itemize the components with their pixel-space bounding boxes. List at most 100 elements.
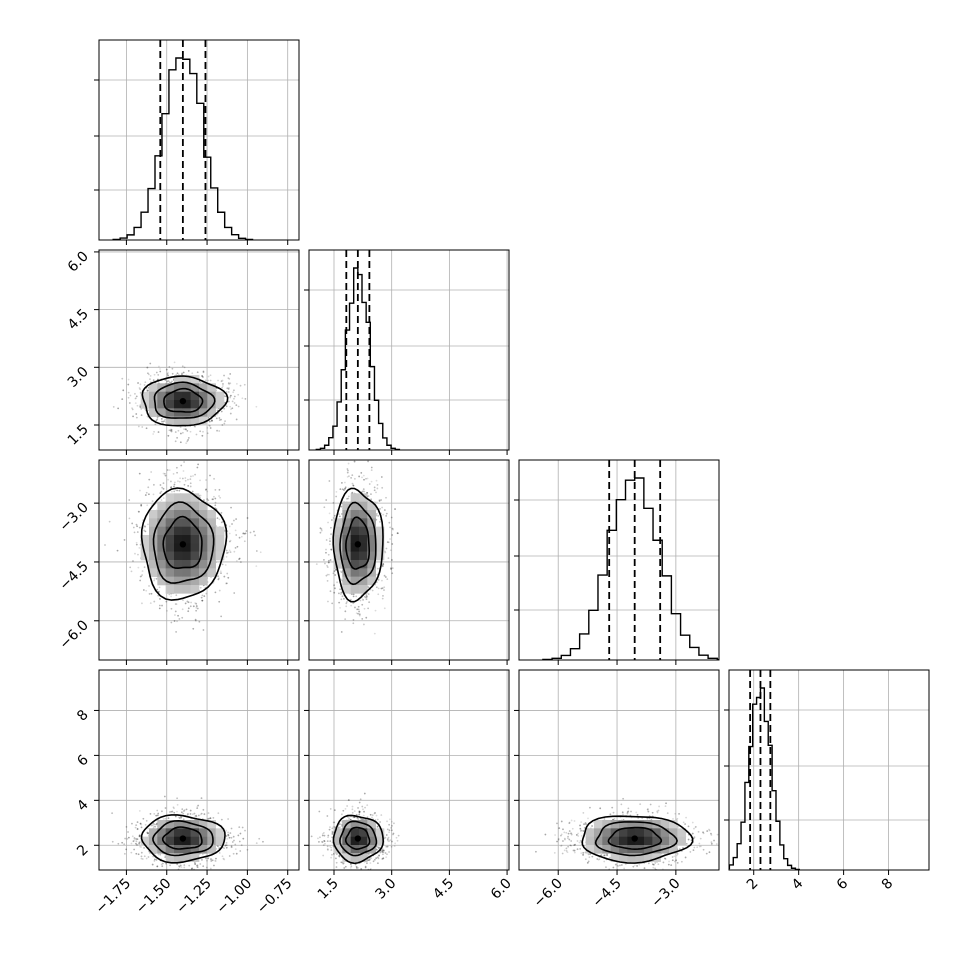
sample-point — [363, 623, 365, 626]
sample-point — [176, 797, 179, 800]
sample-point — [224, 420, 226, 423]
sample-point — [218, 852, 221, 854]
sample-point — [377, 846, 380, 849]
sample-point — [568, 822, 571, 825]
sample-point — [218, 488, 221, 491]
sample-point — [228, 540, 231, 543]
sample-point — [220, 418, 222, 421]
sample-point — [201, 853, 204, 856]
sample-point — [377, 593, 380, 596]
sample-point — [327, 836, 329, 839]
density-cell — [190, 391, 200, 401]
sample-point — [355, 867, 358, 869]
sample-point — [378, 846, 381, 849]
density-cell — [149, 526, 158, 536]
sample-point — [589, 853, 592, 856]
sample-point — [377, 846, 380, 849]
density-cell — [190, 853, 200, 862]
sample-point — [229, 539, 232, 542]
sample-point — [138, 547, 141, 549]
sample-point — [342, 862, 345, 864]
sample-point — [389, 549, 392, 552]
sample-point — [326, 848, 329, 851]
sample-point — [343, 481, 346, 484]
sample-point — [138, 835, 141, 838]
sample-point — [333, 821, 336, 824]
sample-point — [160, 863, 163, 866]
sample-point — [149, 374, 152, 377]
sample-point — [181, 431, 184, 434]
sample-point — [162, 872, 164, 874]
sample-point — [605, 866, 607, 869]
sample-point — [134, 842, 137, 845]
sample-point — [340, 631, 343, 633]
sample-point — [203, 595, 206, 598]
sample-point — [127, 391, 130, 394]
sample-point — [673, 860, 676, 863]
sample-point — [580, 852, 583, 855]
density-cell — [190, 375, 200, 384]
sample-point — [214, 860, 217, 862]
sample-point — [147, 827, 150, 830]
sample-point — [195, 606, 198, 609]
density-cell — [174, 560, 183, 569]
sample-point — [134, 826, 137, 829]
sample-point — [380, 499, 383, 501]
density-cell — [359, 510, 368, 519]
sample-point — [335, 853, 338, 856]
sample-point — [652, 863, 655, 866]
density-cell — [610, 845, 620, 854]
sample-point — [386, 853, 388, 856]
density-cell — [190, 526, 200, 536]
sample-point — [384, 836, 387, 839]
sample-point — [578, 841, 581, 844]
sample-point — [328, 512, 331, 515]
density-cell — [359, 551, 368, 561]
sample-point — [344, 487, 347, 490]
sample-point — [379, 851, 382, 854]
sample-point — [207, 812, 210, 814]
sample-point — [368, 859, 371, 862]
density-cell — [334, 828, 343, 837]
sample-point — [623, 867, 626, 870]
sample-point — [367, 495, 370, 497]
sample-point — [169, 864, 171, 867]
sample-point — [333, 809, 336, 812]
sample-point — [167, 380, 170, 382]
sample-point — [651, 811, 654, 814]
sample-point — [351, 482, 354, 485]
sample-point — [698, 842, 701, 845]
sample-point — [151, 824, 154, 827]
panel-content — [519, 460, 719, 660]
sample-point — [365, 616, 368, 619]
x-tick-label: 3.0 — [372, 876, 399, 903]
sample-point — [158, 586, 161, 589]
sample-point — [177, 816, 180, 819]
sample-point — [200, 812, 203, 815]
sample-point — [173, 361, 176, 364]
density-cell — [660, 836, 670, 846]
sample-point — [202, 370, 205, 373]
sample-point — [238, 536, 241, 539]
sample-point — [173, 807, 175, 810]
density-cell — [375, 836, 385, 846]
sample-point — [180, 816, 183, 819]
axes-frame — [98, 669, 300, 871]
sample-point — [195, 602, 198, 605]
sample-point — [217, 577, 220, 580]
sample-point — [207, 818, 209, 820]
sample-point — [141, 426, 144, 428]
sample-point — [167, 374, 169, 377]
sample-point — [363, 478, 365, 481]
sample-point — [139, 845, 141, 848]
sample-point — [235, 518, 238, 520]
density-cell — [174, 820, 183, 829]
sample-point — [383, 607, 386, 610]
sample-point — [339, 488, 342, 491]
sample-point — [672, 817, 674, 820]
sample-point — [227, 386, 230, 389]
sample-point — [574, 843, 576, 846]
sample-point — [636, 813, 639, 816]
sample-point — [189, 809, 192, 812]
density-contour — [339, 820, 378, 857]
